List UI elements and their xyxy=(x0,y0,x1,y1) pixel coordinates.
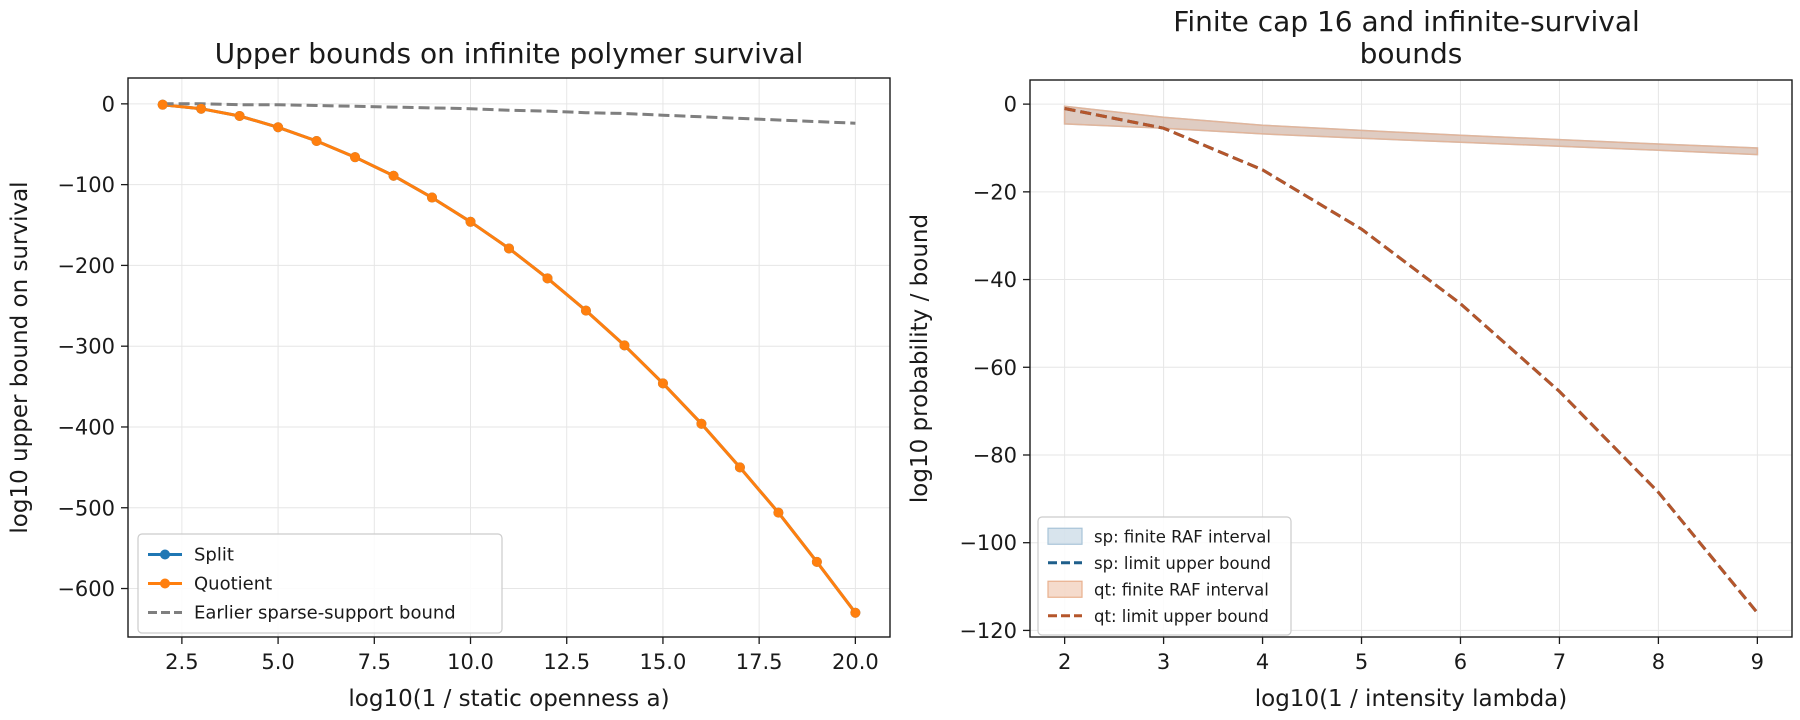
right-x-ticks: 2 3 4 5 6 7 8 9 xyxy=(1058,637,1764,674)
y-tick-label: −200 xyxy=(57,254,115,278)
right-y-ticks: 0 −20 −40 −60 −80 −100 −120 xyxy=(959,93,1030,643)
right-bands xyxy=(1063,105,1759,156)
series-1-point xyxy=(273,122,284,133)
left-chart-title: Upper bounds on infinite polymer surviva… xyxy=(215,37,804,70)
series-line-2 xyxy=(162,102,856,125)
band-1 xyxy=(1063,105,1759,156)
x-tick-label: 17.5 xyxy=(736,650,783,674)
series-1-point xyxy=(850,607,861,618)
chart-right: 2 3 4 5 6 7 8 9 0 −20 −40 −60 −80 −100 −120 Finite ca… xyxy=(907,5,1793,712)
right-legend: sp: finite RAF interval sp: limit upper b… xyxy=(1037,516,1292,636)
x-tick-label: 5.0 xyxy=(261,650,294,674)
series-1-point xyxy=(311,136,322,147)
y-tick-label: −60 xyxy=(973,356,1017,380)
legend-box xyxy=(137,533,503,634)
series-1-point xyxy=(696,418,707,429)
legend-marker xyxy=(160,549,170,560)
left-y-ticks: 0 −100 −200 −300 −400 −500 −600 xyxy=(57,92,128,601)
left-series-points xyxy=(157,99,861,618)
series-1-point xyxy=(427,192,438,203)
series-1-point xyxy=(619,340,630,351)
legend-label: Earlier sparse-support bound xyxy=(194,603,456,624)
x-tick-label: 10.0 xyxy=(447,650,494,674)
series-1-point xyxy=(350,152,361,163)
y-tick-label: −100 xyxy=(57,173,115,197)
series-1-point xyxy=(734,462,745,473)
left-y-axis-label: log10 upper bound on survival xyxy=(7,181,33,533)
series-1-point xyxy=(773,507,784,518)
legend-label: Quotient xyxy=(194,574,272,595)
y-tick-label: −400 xyxy=(57,415,115,439)
x-tick-label: 9 xyxy=(1751,650,1764,674)
right-axes-frame xyxy=(1029,79,1793,638)
y-tick-label: −300 xyxy=(57,335,115,359)
x-tick-label: 7 xyxy=(1553,650,1566,674)
x-tick-label: 2.5 xyxy=(165,650,198,674)
y-tick-label: −20 xyxy=(973,180,1017,204)
left-legend: Split Quotient Earlier sparse-support boun… xyxy=(137,533,503,634)
y-tick-label: −100 xyxy=(959,531,1017,555)
series-1-point xyxy=(388,170,399,181)
series-line-1 xyxy=(1064,107,1759,614)
x-tick-label: 20.0 xyxy=(832,650,879,674)
y-tick-label: −40 xyxy=(973,268,1017,292)
legend-swatch xyxy=(1047,580,1083,598)
x-tick-label: 2 xyxy=(1058,650,1071,674)
y-tick-label: 0 xyxy=(1004,93,1017,117)
legend-label: Split xyxy=(194,545,234,566)
right-chart-title-line-1: Finite cap 16 and infinite-survival xyxy=(1173,5,1640,38)
y-tick-label: −500 xyxy=(57,496,115,520)
x-tick-label: 4 xyxy=(1256,650,1269,674)
x-tick-label: 7.5 xyxy=(358,650,391,674)
left-gridlines xyxy=(128,78,890,637)
left-axes-frame xyxy=(127,77,891,638)
x-tick-label: 8 xyxy=(1652,650,1665,674)
x-tick-label: 15.0 xyxy=(640,650,687,674)
chart-left: 2.5 5.0 7.5 10.0 12.5 15.0 17.5 20.0 0 −100 −200 −… xyxy=(7,37,891,712)
legend-label: sp: finite RAF interval xyxy=(1094,527,1271,546)
series-1-point xyxy=(157,99,168,110)
right-x-axis-label: log10(1 / intensity lambda) xyxy=(1255,686,1568,712)
y-tick-label: −120 xyxy=(959,619,1017,643)
legend-label: sp: limit upper bound xyxy=(1094,554,1271,573)
right-chart-title: Finite cap 16 and infinite-survival boun… xyxy=(1173,5,1648,70)
y-tick-label: −600 xyxy=(57,577,115,601)
y-tick-label: −80 xyxy=(973,443,1017,467)
right-chart-title-line-2: bounds xyxy=(1360,37,1463,70)
right-series-lines xyxy=(1064,107,1759,614)
x-tick-label: 12.5 xyxy=(543,650,590,674)
series-1-point xyxy=(465,216,476,227)
series-1-point xyxy=(542,273,553,284)
x-tick-label: 5 xyxy=(1355,650,1368,674)
left-x-axis-label: log10(1 / static openness a) xyxy=(348,686,669,712)
series-1-point xyxy=(504,243,514,254)
series-1-point xyxy=(234,110,245,121)
left-x-ticks: 2.5 5.0 7.5 10.0 12.5 15.0 17.5 20.0 xyxy=(165,637,879,674)
legend-marker xyxy=(160,578,170,589)
right-y-axis-label: log10 probability / bound xyxy=(907,214,933,503)
legend-label: qt: finite RAF interval xyxy=(1094,580,1269,599)
x-tick-label: 3 xyxy=(1157,650,1170,674)
series-1-point xyxy=(196,103,207,114)
series-1-point xyxy=(811,556,822,567)
legend-box xyxy=(1037,516,1292,636)
series-1-point xyxy=(580,305,591,316)
legend-swatch xyxy=(1047,527,1083,545)
series-1-point xyxy=(657,378,668,389)
x-tick-label: 6 xyxy=(1454,650,1467,674)
legend-label: qt: limit upper bound xyxy=(1094,607,1269,626)
y-tick-label: 0 xyxy=(102,92,115,116)
